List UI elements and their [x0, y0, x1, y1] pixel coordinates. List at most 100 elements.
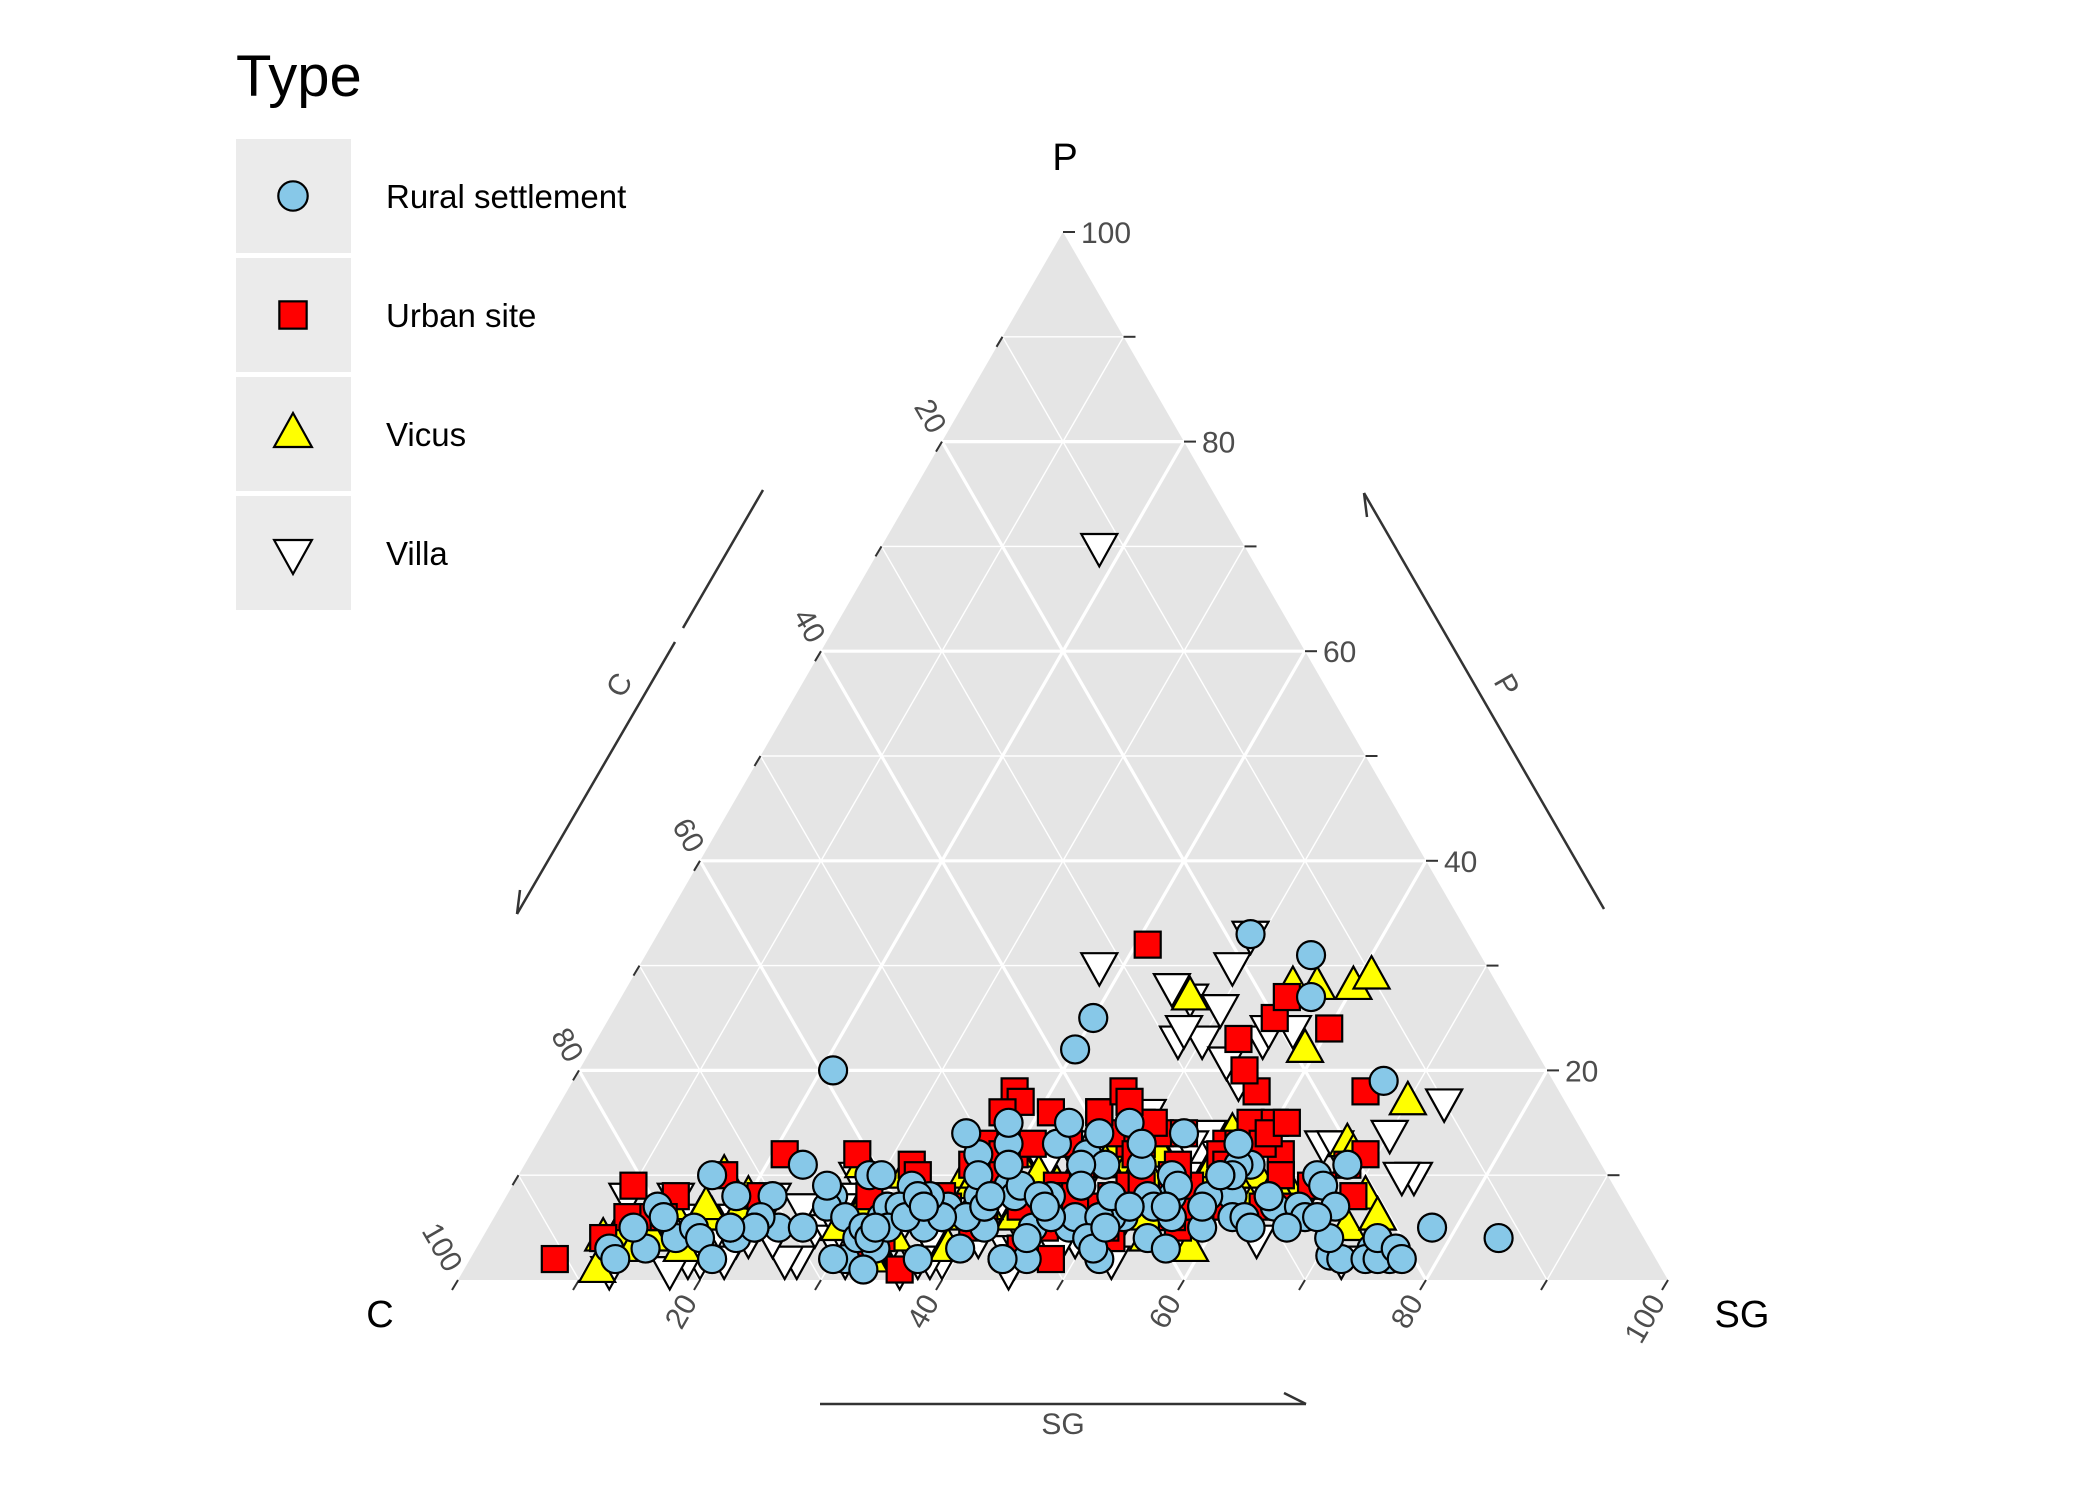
data-point-triangle-down	[1369, 1119, 1410, 1156]
vertex-label-right: SG	[1715, 1294, 1770, 1336]
data-point-triangle-down	[1079, 952, 1120, 988]
tick-label-p: 60	[1323, 636, 1356, 669]
data-point-circle	[715, 1212, 746, 1243]
data-point-triangle-up	[1285, 1027, 1325, 1063]
data-point-circle	[618, 1212, 649, 1243]
data-point-circle	[1150, 1233, 1181, 1264]
grid-line-sg	[578, 336, 1125, 1281]
data-point-circle	[975, 1181, 1006, 1212]
tick-label-c: 60	[665, 813, 710, 858]
data-point-circle	[1114, 1191, 1145, 1222]
legend: Type Rural settlement Urban site Vicus Vill…	[236, 44, 626, 610]
data-point-circle	[1271, 1212, 1302, 1243]
data-point-triangle-down	[782, 1193, 823, 1229]
arrow-p-line	[1362, 492, 1606, 910]
tick-label-c: 20	[907, 394, 952, 439]
legend-items: Rural settlement Urban site Vicus Villa	[236, 139, 626, 610]
legend-label: Urban site	[386, 297, 536, 334]
data-point-circle	[1053, 1107, 1085, 1138]
data-point-square	[1018, 1129, 1047, 1158]
data-point-circle	[951, 1118, 982, 1149]
data-point-square	[1272, 1108, 1301, 1137]
arrow-sg: SG	[820, 1391, 1307, 1441]
grid-line-sg	[820, 546, 1246, 1281]
arrow-sg-head	[1283, 1391, 1307, 1406]
data-point-circle	[811, 1170, 843, 1201]
data-point-circle	[1483, 1222, 1514, 1254]
legend-label: Rural settlement	[386, 178, 626, 215]
series-circle	[594, 919, 1514, 1285]
tick-c	[935, 441, 943, 453]
data-point-triangle-down	[1200, 994, 1241, 1030]
data-point-square	[1230, 1056, 1259, 1085]
data-point-circle	[1187, 1191, 1218, 1222]
grid-line-c	[517, 1174, 580, 1281]
arrow-label-sg: SG	[1041, 1408, 1084, 1441]
tick-sg	[1661, 1279, 1669, 1291]
tick-sg	[814, 1279, 822, 1291]
data-point-circle	[721, 1181, 752, 1212]
data-point-circle	[817, 1243, 849, 1275]
data-point-circle	[1090, 1212, 1121, 1243]
legend-label: Vicus	[386, 416, 466, 453]
tick-label-c: 40	[786, 603, 831, 648]
data-point-triangle-down	[1381, 1161, 1422, 1198]
grid-line-sg	[1546, 1174, 1609, 1281]
data-point-circle	[648, 1202, 679, 1233]
arrow-label-c: C	[600, 668, 639, 703]
data-point-circle	[1150, 1191, 1181, 1222]
data-point-circle	[787, 1212, 818, 1243]
data-point-circle	[1368, 1065, 1399, 1096]
arrow-c-head	[515, 889, 522, 915]
data-point-circle	[1235, 1212, 1266, 1243]
data-point-square	[1133, 930, 1162, 959]
data-point-square	[1315, 1014, 1344, 1043]
data-point-circle	[993, 1149, 1024, 1180]
legend-label: Villa	[386, 535, 448, 572]
legend-key-square	[278, 300, 308, 330]
data-point-circle	[696, 1160, 728, 1191]
tick-label-sg: 60	[1143, 1289, 1188, 1334]
tick-sg	[1177, 1279, 1185, 1291]
data-point-square	[1224, 1024, 1253, 1054]
data-point-circle	[1029, 1191, 1060, 1222]
data-point-circle	[1168, 1118, 1200, 1149]
tick-label-c: 80	[544, 1022, 589, 1067]
tick-sg	[1540, 1279, 1548, 1291]
tick-c	[451, 1279, 459, 1291]
tick-c	[572, 1069, 580, 1081]
tick-label-sg: 20	[659, 1289, 704, 1334]
tick-c	[874, 545, 883, 557]
data-point-triangle-down	[1164, 1014, 1204, 1051]
arrow-p-head	[1362, 492, 1369, 518]
data-point-circle	[908, 1191, 939, 1222]
data-point-circle	[1011, 1222, 1042, 1254]
data-point-circle	[1295, 981, 1327, 1013]
data-point-circle	[945, 1233, 976, 1264]
tick-c	[693, 860, 701, 872]
tick-sg	[572, 1279, 580, 1291]
data-point-square	[540, 1244, 569, 1274]
data-point-triangle-up	[1170, 1226, 1210, 1263]
data-point-circle	[1253, 1181, 1284, 1212]
tick-c	[632, 965, 641, 977]
data-point-circle	[600, 1243, 631, 1275]
tick-sg	[1056, 1279, 1064, 1291]
tick-label-p: 80	[1202, 427, 1235, 460]
tick-label-p: 20	[1565, 1055, 1598, 1088]
arrow-c-line-lower	[515, 641, 677, 915]
vertex-label-top: P	[1052, 137, 1077, 179]
grid-line-c	[1001, 336, 1548, 1281]
data-points	[540, 532, 1514, 1292]
data-point-triangle-down	[1182, 1025, 1223, 1062]
data-point-circle	[696, 1243, 728, 1275]
data-point-circle	[1416, 1212, 1448, 1243]
data-point-circle	[987, 1243, 1018, 1275]
data-point-circle	[1078, 1002, 1109, 1034]
data-point-circle	[1223, 1128, 1254, 1159]
data-point-circle	[902, 1243, 933, 1275]
grid-line-sg	[1424, 1069, 1549, 1281]
tick-c	[814, 650, 822, 662]
data-point-circle	[1295, 940, 1327, 971]
data-point-circle	[993, 1107, 1024, 1138]
